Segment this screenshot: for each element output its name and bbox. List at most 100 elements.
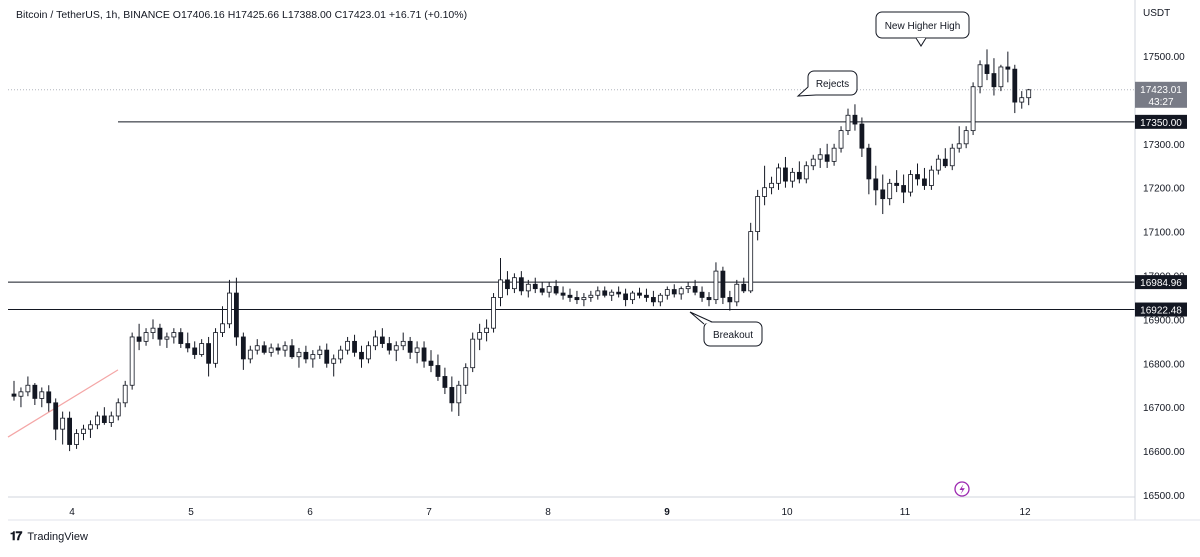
candle[interactable] (53, 398, 59, 441)
candle[interactable] (268, 343, 274, 357)
candle[interactable] (803, 161, 809, 184)
candle[interactable] (95, 411, 100, 430)
candle[interactable] (1012, 64, 1018, 114)
candle[interactable] (484, 319, 490, 342)
candle[interactable] (470, 332, 476, 373)
candle[interactable] (963, 126, 969, 149)
candle[interactable] (796, 161, 802, 184)
candle[interactable] (727, 290, 733, 311)
candle[interactable] (25, 376, 31, 397)
candle[interactable] (303, 345, 309, 364)
candle[interactable] (901, 174, 906, 204)
lightning-icon[interactable] (954, 481, 970, 497)
candle[interactable] (651, 290, 656, 307)
candle[interactable] (567, 288, 573, 302)
candle[interactable] (831, 143, 837, 166)
candle[interactable] (866, 143, 872, 195)
candle[interactable] (101, 407, 107, 425)
candle[interactable] (512, 273, 517, 294)
candle[interactable] (81, 424, 86, 441)
candle[interactable] (685, 282, 691, 294)
candle[interactable] (623, 288, 628, 307)
candle[interactable] (352, 334, 357, 357)
candle[interactable] (456, 380, 462, 416)
candle[interactable] (400, 332, 406, 351)
candle[interactable] (157, 323, 163, 346)
candle[interactable] (664, 286, 670, 300)
candle[interactable] (185, 332, 191, 353)
candle[interactable] (498, 257, 503, 307)
candle[interactable] (366, 341, 371, 364)
candle[interactable] (289, 339, 295, 359)
candle[interactable] (407, 336, 413, 359)
candle[interactable] (762, 165, 767, 206)
candle[interactable] (998, 64, 1004, 92)
candle[interactable] (178, 328, 184, 348)
candle[interactable] (220, 306, 225, 337)
candle[interactable] (240, 332, 246, 370)
candle[interactable] (678, 286, 684, 300)
candle[interactable] (915, 163, 920, 186)
candle[interactable] (692, 279, 698, 296)
trend-line[interactable] (7, 369, 119, 438)
candle[interactable] (609, 289, 615, 301)
candle[interactable] (275, 343, 281, 355)
candle[interactable] (491, 293, 496, 333)
candle[interactable] (331, 354, 337, 377)
candle[interactable] (46, 385, 52, 412)
candle[interactable] (880, 174, 886, 215)
candle[interactable] (741, 277, 747, 294)
candle[interactable] (282, 341, 288, 357)
candle[interactable] (108, 411, 114, 427)
annotation-callout[interactable]: Rejects (796, 70, 858, 97)
candle[interactable] (11, 380, 17, 401)
candle[interactable] (39, 387, 45, 408)
candle[interactable] (734, 279, 740, 307)
candle[interactable] (602, 286, 608, 298)
candle[interactable] (505, 271, 510, 296)
candle[interactable] (949, 143, 955, 171)
candle[interactable] (1019, 91, 1025, 109)
candle[interactable] (386, 336, 392, 355)
candle[interactable] (776, 163, 781, 190)
candle[interactable] (769, 176, 774, 195)
candle[interactable] (67, 411, 72, 452)
candle[interactable] (887, 178, 893, 206)
candle[interactable] (748, 222, 754, 294)
candle[interactable] (657, 293, 663, 307)
candle[interactable] (32, 383, 38, 406)
candle[interactable] (574, 290, 580, 305)
candle[interactable] (553, 279, 559, 296)
candle[interactable] (213, 328, 218, 368)
tradingview-logo-icon[interactable]: 𝟏𝟕 (10, 529, 22, 543)
candle[interactable] (1026, 88, 1032, 106)
candle[interactable] (852, 104, 858, 131)
candle[interactable] (755, 189, 761, 241)
annotation-callout[interactable]: New Higher High (875, 11, 970, 47)
candle[interactable] (671, 284, 677, 298)
candle[interactable] (442, 367, 448, 395)
candle[interactable] (525, 279, 531, 298)
candle[interactable] (379, 328, 385, 348)
candle[interactable] (908, 170, 913, 197)
candle[interactable] (581, 293, 587, 307)
candle[interactable] (233, 277, 239, 346)
candle[interactable] (192, 341, 198, 359)
candle[interactable] (984, 49, 990, 81)
candle[interactable] (859, 117, 865, 157)
candle[interactable] (206, 336, 212, 377)
candle[interactable] (60, 411, 66, 445)
candle[interactable] (199, 339, 205, 357)
candle[interactable] (227, 279, 232, 329)
candle[interactable] (115, 398, 121, 421)
candle[interactable] (970, 82, 976, 136)
candle[interactable] (637, 287, 642, 299)
candle[interactable] (74, 429, 79, 449)
candle[interactable] (393, 341, 399, 362)
candle[interactable] (560, 286, 566, 300)
candle[interactable] (261, 341, 267, 355)
candle[interactable] (616, 286, 622, 298)
candle[interactable] (164, 332, 170, 348)
candle[interactable] (713, 262, 719, 305)
candle[interactable] (539, 282, 545, 296)
